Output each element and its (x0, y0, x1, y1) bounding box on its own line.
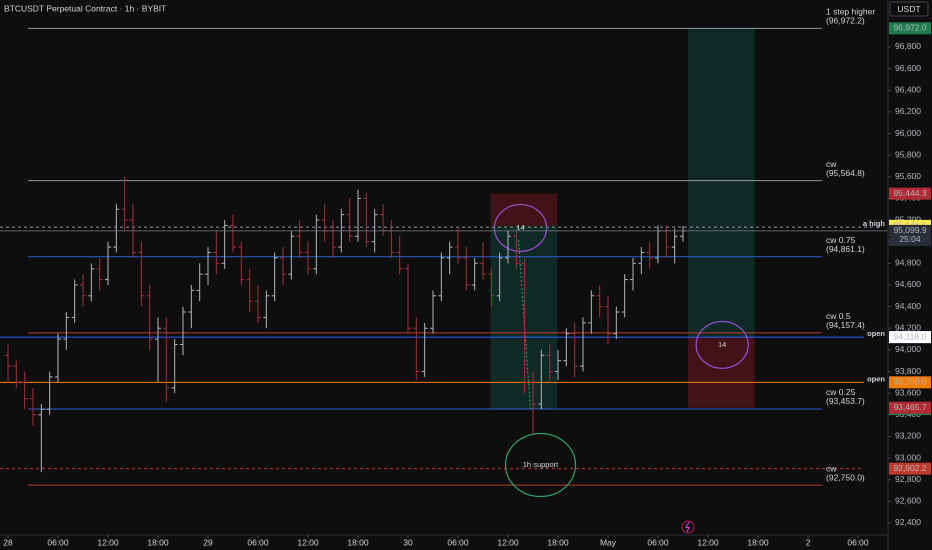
y-tick-label: 95,600 (895, 171, 921, 181)
annotation-text: 14 (516, 223, 524, 232)
price-badge-label: 94,118.0 (894, 331, 927, 341)
target-zone (688, 28, 755, 338)
price-badge-label: 96,972.0 (893, 23, 926, 33)
price-badge (889, 462, 931, 475)
price-badge-label: 95,444.3 (893, 188, 926, 198)
x-tick-label: 28 (3, 537, 13, 547)
x-tick-label: 12:00 (497, 537, 519, 547)
flash-glyph (685, 521, 690, 533)
y-tick-label: 93,200 (895, 431, 921, 441)
level-price: (92,750.0) (826, 472, 865, 482)
y-tick-label: 94,600 (895, 279, 921, 289)
y-tick-label: 96,800 (895, 41, 921, 51)
annotation-circle (695, 320, 749, 369)
level-price: (94,861.1) (826, 244, 865, 254)
x-tick-label: 06:00 (647, 537, 669, 547)
annotation-circle (493, 203, 548, 252)
y-tick-label: 96,200 (895, 106, 921, 116)
level-name: 1 step higher (826, 7, 875, 17)
level-name: cw 0.75 (826, 235, 856, 245)
price-badge-label: 93,700.0 (893, 377, 926, 387)
x-tick-label: 06:00 (47, 537, 69, 547)
level-price: (96,972.2) (826, 16, 865, 26)
price-badge (889, 22, 931, 35)
y-tick-label: 92,600 (895, 496, 921, 506)
x-tick-label: 12:00 (697, 537, 719, 547)
x-tick-label: 06:00 (247, 537, 269, 547)
y-tick-label: 93,600 (895, 387, 921, 397)
x-tick-label: 06:00 (847, 537, 869, 547)
stop-zone (490, 193, 558, 226)
y-tick-label: 94,800 (895, 258, 921, 268)
x-tick-label: 30 (403, 537, 413, 547)
level-price: (95,564.8) (826, 168, 865, 178)
level-name: cw (826, 463, 837, 473)
y-tick-label: 93,800 (895, 366, 921, 376)
level-price: (93,453.7) (826, 396, 865, 406)
x-tick-label: 12:00 (297, 537, 319, 547)
price-badge (889, 376, 931, 389)
currency-box[interactable] (889, 1, 929, 17)
plot-area: 1 step higher(96,972.2)cw(95,564.8)a hig… (0, 7, 888, 498)
level-price: (94,157.4) (826, 320, 865, 330)
level-name: cw 0.5 (826, 311, 851, 321)
y-tick-label: 94,000 (895, 344, 921, 354)
price-axis: 94,118.0 93,700.0 92,902.2 92,400 92,600 92,8… (887, 0, 931, 550)
y-tick-label: 93,000 (895, 452, 921, 462)
price-badge (889, 401, 931, 414)
x-tick-label: 06:00 (447, 537, 469, 547)
y-tick-label: 96,400 (895, 84, 921, 94)
level-name: open (867, 374, 885, 383)
y-tick-label: 92,800 (895, 474, 921, 484)
x-tick-label: 2 (806, 537, 811, 547)
y-tick-label: 96,600 (895, 63, 921, 73)
price-badge (889, 187, 931, 200)
x-tick-label: 18:00 (547, 537, 569, 547)
x-tick-label: 12:00 (97, 537, 119, 547)
price-badge (889, 331, 931, 344)
chart-title: BTCUSDT Perpetual Contract · 1h · BYBIT (4, 3, 166, 13)
flash-icon[interactable] (681, 520, 695, 534)
x-tick-label: May (600, 537, 617, 547)
y-tick-label: 94,200 (895, 322, 921, 332)
y-tick-label: 96,000 (895, 128, 921, 138)
price-badge-label: 92,902.2 (893, 463, 926, 473)
stop-zone (688, 337, 755, 408)
annotation-circle (504, 432, 577, 498)
annotation-text: 1h support (523, 460, 559, 469)
x-tick-label: 29 (203, 537, 213, 547)
y-tick-label: 94,400 (895, 301, 921, 311)
level-name: cw (826, 159, 837, 169)
y-tick-label: 95,200 (895, 214, 921, 224)
x-tick-label: 18:00 (147, 537, 169, 547)
price-badge-label: 93,465.7 (893, 402, 926, 412)
countdown: 25:04 (899, 234, 921, 244)
y-tick-label: 92,400 (895, 517, 921, 527)
currency[interactable]: USDT (897, 4, 920, 14)
x-tick-label: 18:00 (747, 537, 769, 547)
level-name: a high (863, 219, 886, 228)
y-tick-label: 95,800 (895, 149, 921, 159)
x-tick-label: 18:00 (347, 537, 369, 547)
current-price-label: 95,099.9 (893, 225, 926, 235)
annotation-text: 14 (718, 340, 726, 349)
current-badge (889, 224, 931, 246)
level-name: open (867, 329, 885, 338)
level-name: cw 0.25 (826, 387, 856, 397)
